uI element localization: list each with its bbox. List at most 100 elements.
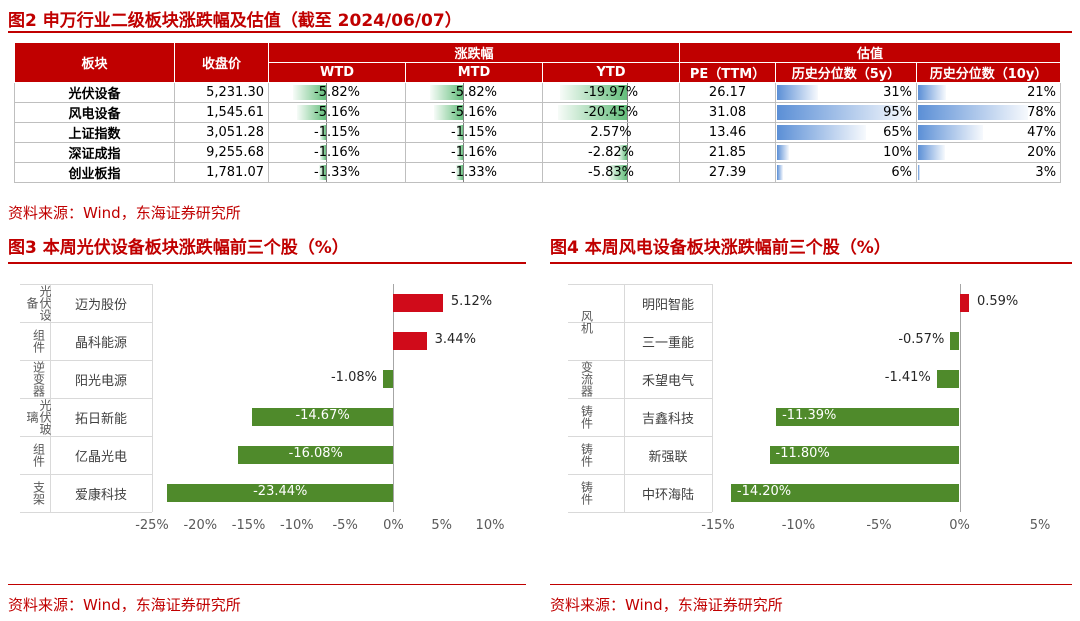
cell-pct5: 95% — [775, 102, 918, 123]
negative-data-bar — [607, 165, 628, 180]
data-label: -1.08% — [330, 370, 377, 385]
cell-pct5: 65% — [775, 122, 918, 143]
x-tick-label: 0% — [949, 518, 970, 533]
negative-data-bar — [558, 105, 628, 120]
cell-pct10: 21% — [916, 82, 1062, 103]
cell-wtd: -1.15% — [268, 122, 406, 143]
zero-axis-line — [393, 284, 395, 512]
cell-close: 9,255.68 — [174, 142, 269, 163]
cell-close: 3,051.28 — [206, 125, 264, 140]
cell-pe: 13.46 — [679, 122, 777, 143]
negative-data-bar — [319, 145, 327, 160]
bar-三一重能 — [950, 332, 960, 350]
group-label: 铸件 — [579, 405, 594, 429]
cell-pct10: 47% — [916, 122, 1062, 143]
zero-axis — [326, 83, 328, 102]
table-row: 风电设备 1,545.61 -5.16% -5.16% -20.45% 31.08 95% 7… — [14, 102, 1062, 123]
cell-pe: 26.17 — [708, 85, 747, 100]
fig4-title: 图4 本周风电设备板块涨跌幅前三个股（%） — [550, 238, 891, 258]
category-label: 拓日新能 — [74, 412, 127, 427]
fig3-title: 图3 本周光伏设备板块涨跌幅前三个股（%） — [8, 238, 349, 258]
data-label: 5.12% — [450, 294, 493, 309]
x-tick-label: 0% — [383, 518, 404, 533]
data-label: 3.44% — [434, 332, 476, 347]
row-separator — [568, 436, 712, 437]
bar-亿晶光电 — [238, 446, 394, 464]
negative-data-bar — [455, 165, 464, 180]
cell-ytd: -2.82% — [541, 142, 681, 163]
x-tick-label: -15% — [701, 518, 735, 533]
x-tick-label: 10% — [475, 518, 505, 533]
group-label: 光伏设备 — [25, 285, 52, 321]
cell-close: 9,255.68 — [206, 145, 264, 160]
group-label: 组件 — [31, 443, 46, 467]
cell-pct10: 20% — [916, 142, 1062, 163]
row-separator — [20, 284, 152, 285]
cell-mtd: -5.82% — [451, 85, 497, 100]
cell-mtd: -5.82% — [405, 82, 543, 103]
fig4-source: 资料来源：Wind，东海证券研究所 — [550, 596, 783, 614]
group-label: 逆变器 — [31, 361, 46, 397]
cell-sector: 光伏设备 — [14, 82, 175, 103]
header-ytd: YTD — [541, 62, 681, 83]
percentile-data-bar — [918, 165, 921, 180]
zero-axis — [326, 163, 328, 182]
cell-wtd: -5.82% — [268, 82, 406, 103]
cell-ytd: -19.97% — [541, 82, 681, 103]
cell-ytd: -2.82% — [588, 145, 635, 160]
group-label: 铸件 — [579, 443, 594, 467]
category-label: 晶科能源 — [74, 336, 127, 351]
cell-close: 3,051.28 — [174, 122, 269, 143]
cell-pct10: 3% — [1035, 165, 1057, 180]
row-separator — [568, 512, 712, 513]
bar-禾望电气 — [936, 370, 960, 388]
bar-爱康科技 — [167, 484, 394, 502]
category-label: 亿晶光电 — [74, 450, 127, 465]
cell-name: 深证成指 — [68, 147, 121, 162]
cell-wtd: -1.16% — [268, 142, 406, 163]
label-column-border — [152, 284, 153, 512]
category-label: 迈为股份 — [74, 298, 127, 313]
group-label: 风机 — [579, 310, 594, 334]
fig3-source: 资料来源：Wind，东海证券研究所 — [8, 596, 241, 614]
fig2-source: 资料来源：Wind，东海证券研究所 — [8, 204, 241, 222]
category-label: 禾望电气 — [641, 374, 694, 389]
cell-pct10: 47% — [1027, 125, 1057, 140]
cell-ytd: 2.57% — [590, 125, 632, 140]
fig3-bottom-rule — [8, 584, 526, 585]
cell-wtd: -1.16% — [314, 145, 360, 160]
cell-name: 光伏设备 — [68, 87, 121, 102]
group-label: 光伏玻璃 — [25, 399, 52, 435]
cell-pe: 27.39 — [679, 162, 777, 183]
cell-sector: 创业板指 — [14, 162, 175, 183]
bar-迈为股份 — [393, 294, 443, 312]
group-label: 支架 — [31, 481, 46, 505]
header-valuation: 估值 — [679, 42, 1062, 63]
cell-pe: 21.85 — [679, 142, 777, 163]
zero-axis — [463, 103, 465, 122]
zero-axis — [463, 143, 465, 162]
table-row: 光伏设备 5,231.30 -5.82% -5.82% -19.97% 26.17 31% 2… — [14, 82, 1062, 103]
header-mtd: MTD — [405, 62, 543, 83]
bar-明阳智能 — [959, 294, 969, 312]
bar-阳光电源 — [382, 370, 394, 388]
percentile-data-bar — [918, 85, 947, 100]
cell-name: 风电设备 — [68, 107, 121, 122]
x-tick-label: -15% — [231, 518, 266, 533]
fig3-title-rule — [8, 262, 526, 264]
row-separator — [20, 474, 152, 475]
negative-data-bar — [429, 85, 464, 100]
cell-pct5: 95% — [883, 105, 913, 120]
cell-wtd: -5.82% — [314, 85, 360, 100]
cell-wtd: -1.33% — [268, 162, 406, 183]
cell-close: 1,781.07 — [206, 165, 264, 180]
cell-mtd: -1.16% — [405, 142, 543, 163]
cell-mtd: -1.33% — [451, 165, 497, 180]
cell-wtd: -5.16% — [268, 102, 406, 123]
row-separator — [20, 322, 152, 323]
cell-close: 5,231.30 — [206, 85, 264, 100]
cell-pe: 31.08 — [679, 102, 777, 123]
cell-mtd: -5.16% — [451, 105, 497, 120]
data-label: -16.08% — [288, 446, 343, 461]
header-pct10: 历史分位数（10y） — [916, 62, 1062, 83]
